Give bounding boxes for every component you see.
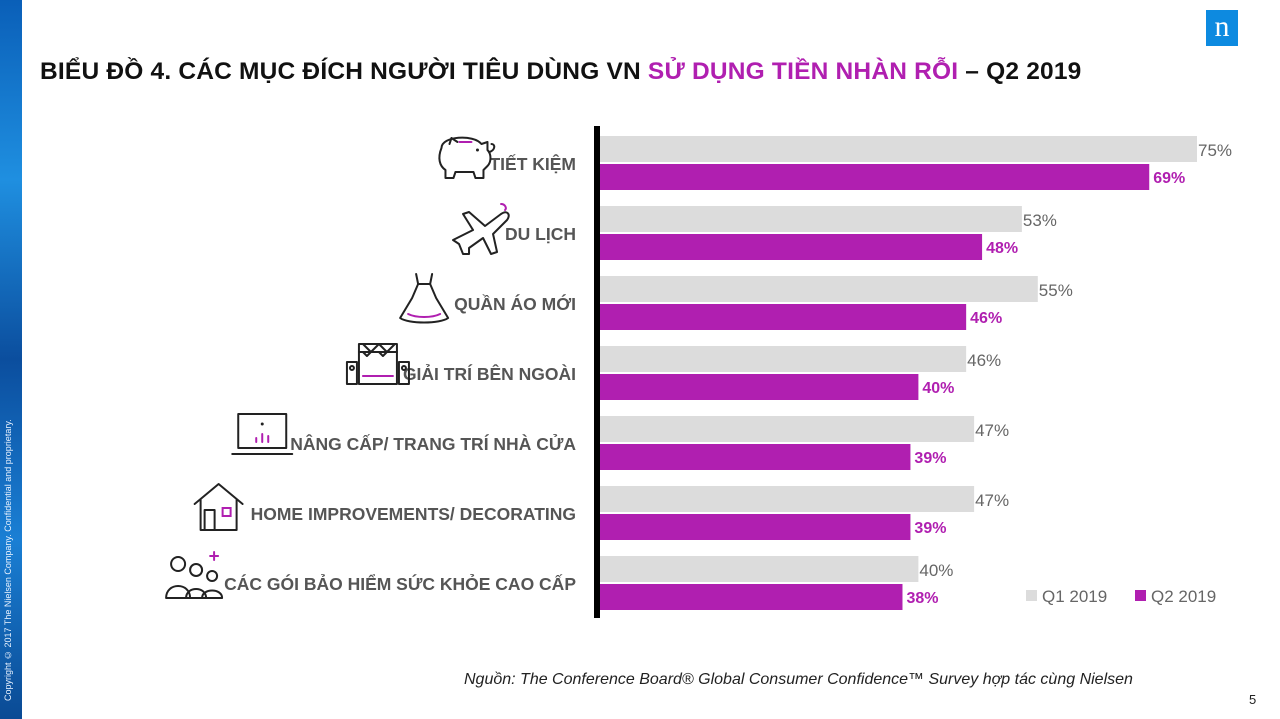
title-suffix: – Q2 2019 [958, 58, 1082, 85]
value-label-q2: 48% [986, 240, 1018, 257]
category-axis [594, 126, 600, 618]
category-label: NÂNG CẤP/ TRANG TRÍ NHÀ CỬA [290, 433, 576, 454]
category-label: HOME IMPROVEMENTS/ DECORATING [251, 504, 576, 524]
category-label: TIẾT KIỆM [489, 153, 576, 174]
bar-q2 [600, 164, 1150, 190]
stage-speakers-icon [345, 343, 410, 385]
value-label-q1: 47% [975, 421, 1009, 440]
category-label: DU LỊCH [505, 224, 576, 244]
bar-q1 [600, 346, 967, 372]
bar-q2 [600, 234, 983, 260]
title-prefix: BIỂU ĐỒ 4. CÁC MỤC ĐÍCH NGƯỜI TIÊU DÙNG … [40, 58, 648, 85]
source-note: Nguồn: The Conference Board® Global Cons… [464, 671, 1133, 688]
legend: Q1 2019 Q2 2019 [1026, 587, 1216, 606]
nielsen-logo: n [1206, 10, 1238, 46]
bar-q2 [600, 374, 919, 400]
value-label-q2: 40% [922, 380, 954, 397]
page-number: 5 [1249, 692, 1257, 707]
value-label-q1: 53% [1023, 211, 1057, 230]
legend-label: Q1 2019 [1042, 587, 1107, 606]
category-label: QUẦN ÁO MỚI [454, 293, 576, 314]
value-label-q2: 39% [914, 520, 946, 537]
category-label: CÁC GÓI BẢO HIỂM SỨC KHỎE CAO CẤP [224, 573, 576, 594]
title-highlight: SỬ DỤNG TIỀN NHÀN RỖI [647, 58, 959, 85]
bar-q1 [600, 136, 1197, 162]
legend-swatch [1026, 590, 1037, 601]
legend-label: Q2 2019 [1151, 587, 1216, 606]
value-label-q2: 39% [914, 450, 946, 467]
bar-q2 [600, 514, 911, 540]
airplane-icon [452, 203, 510, 255]
value-label-q2: 46% [970, 310, 1002, 327]
chart-title: BIỂU ĐỒ 4. CÁC MỤC ĐÍCH NGƯỜI TIÊU DÙNG … [40, 58, 1082, 86]
side-strip: Copyright © 2017 The Nielsen Company. Co… [0, 0, 22, 719]
value-label-q1: 55% [1039, 281, 1073, 300]
piggy-bank-icon [438, 136, 496, 179]
laptop-chart-icon [231, 413, 294, 455]
house-icon [193, 483, 244, 531]
category-label: GIẢI TRÍ BÊN NGOÀI [403, 363, 576, 384]
legend-swatch [1135, 590, 1146, 601]
dress-icon [399, 273, 450, 324]
bar-q1 [600, 206, 1022, 232]
bar-q2 [600, 444, 911, 470]
bar-q2 [600, 304, 967, 330]
bar-q1 [600, 416, 975, 442]
family-plus-icon [165, 551, 224, 599]
bar-q1 [600, 276, 1038, 302]
value-label-q2: 38% [906, 590, 938, 607]
value-label-q1: 46% [967, 351, 1001, 370]
bar-q1 [600, 486, 975, 512]
value-label-q1: 75% [1198, 141, 1232, 160]
bar-q1 [600, 556, 919, 582]
bar-q2 [600, 584, 903, 610]
value-label-q1: 40% [919, 561, 953, 580]
value-label-q1: 47% [975, 491, 1009, 510]
value-label-q2: 69% [1153, 170, 1185, 187]
